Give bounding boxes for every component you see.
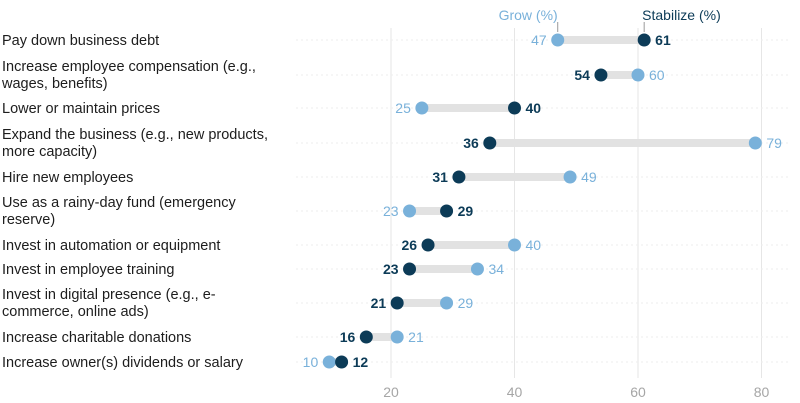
stabilize-point (440, 204, 454, 218)
category-label: Increase charitable donations (2, 330, 191, 346)
x-tick-label: 60 (630, 384, 646, 400)
grow-point (631, 68, 645, 82)
stabilize-value-label: 54 (574, 67, 590, 83)
grow-point (403, 204, 417, 218)
stabilize-point (508, 101, 521, 115)
stabilize-value-label: 36 (463, 135, 479, 151)
category-label: Invest in automation or equipment (2, 238, 220, 254)
category-label: Pay down business debt (2, 33, 159, 49)
category-label: more capacity) (2, 144, 97, 160)
category-label: Expand the business (e.g., new products, (2, 127, 268, 143)
stabilize-value-label: 21 (371, 295, 387, 311)
stabilize-value-label: 26 (401, 237, 417, 253)
legend-grow: Grow (%) (499, 7, 558, 23)
category-label: Increase employee compensation (e.g., (2, 59, 256, 75)
stabilize-value-label: 16 (340, 329, 356, 345)
grow-point (415, 101, 429, 115)
legend-stabilize: Stabilize (%) (642, 7, 721, 23)
category-label: Increase owner(s) dividends or salary (2, 355, 244, 371)
stabilize-point (637, 33, 651, 47)
stabilize-point (390, 296, 404, 310)
grow-point (551, 33, 565, 47)
grow-point (322, 355, 336, 369)
grow-value-label: 40 (526, 237, 542, 253)
stabilize-point (594, 68, 608, 82)
category-label: Hire new employees (2, 170, 133, 186)
stabilize-point (403, 262, 417, 276)
x-tick-label: 20 (383, 384, 399, 400)
stabilize-value-label: 31 (432, 169, 448, 185)
grow-value-label: 79 (766, 135, 782, 151)
category-label: Invest in employee training (2, 262, 175, 278)
grow-value-label: 47 (531, 32, 547, 48)
grow-value-label: 34 (488, 261, 504, 277)
stabilize-point (483, 136, 497, 150)
grow-point (748, 136, 762, 150)
grow-point (440, 296, 454, 310)
grow-value-label: 25 (395, 100, 411, 116)
stabilize-value-label: 61 (655, 32, 671, 48)
category-label: wages, benefits) (1, 76, 108, 92)
stabilize-point (359, 330, 373, 344)
category-label: commerce, online ads) (2, 304, 149, 320)
grow-value-label: 21 (408, 329, 424, 345)
category-label: Invest in digital presence (e.g., e- (2, 287, 216, 303)
stabilize-value-label: 40 (526, 100, 542, 116)
stabilize-point (452, 170, 466, 184)
x-tick-label: 40 (507, 384, 523, 400)
grow-value-label: 10 (303, 354, 319, 370)
grow-value-label: 49 (581, 169, 597, 185)
grow-value-label: 23 (383, 203, 399, 219)
grow-value-label: 60 (649, 67, 665, 83)
stabilize-value-label: 12 (353, 354, 369, 370)
category-label: Lower or maintain prices (2, 101, 160, 117)
stabilize-value-label: 23 (383, 261, 399, 277)
stabilize-value-label: 29 (458, 203, 474, 219)
x-tick-label: 80 (754, 384, 770, 400)
grow-point (563, 170, 577, 184)
grow-point (508, 238, 521, 252)
category-label: reserve) (2, 212, 55, 228)
grow-point (470, 262, 484, 276)
category-label: Use as a rainy-day fund (emergency (2, 195, 236, 211)
grow-point (390, 330, 404, 344)
stabilize-point (421, 238, 435, 252)
stabilize-point (335, 355, 349, 369)
grow-value-label: 29 (458, 295, 474, 311)
